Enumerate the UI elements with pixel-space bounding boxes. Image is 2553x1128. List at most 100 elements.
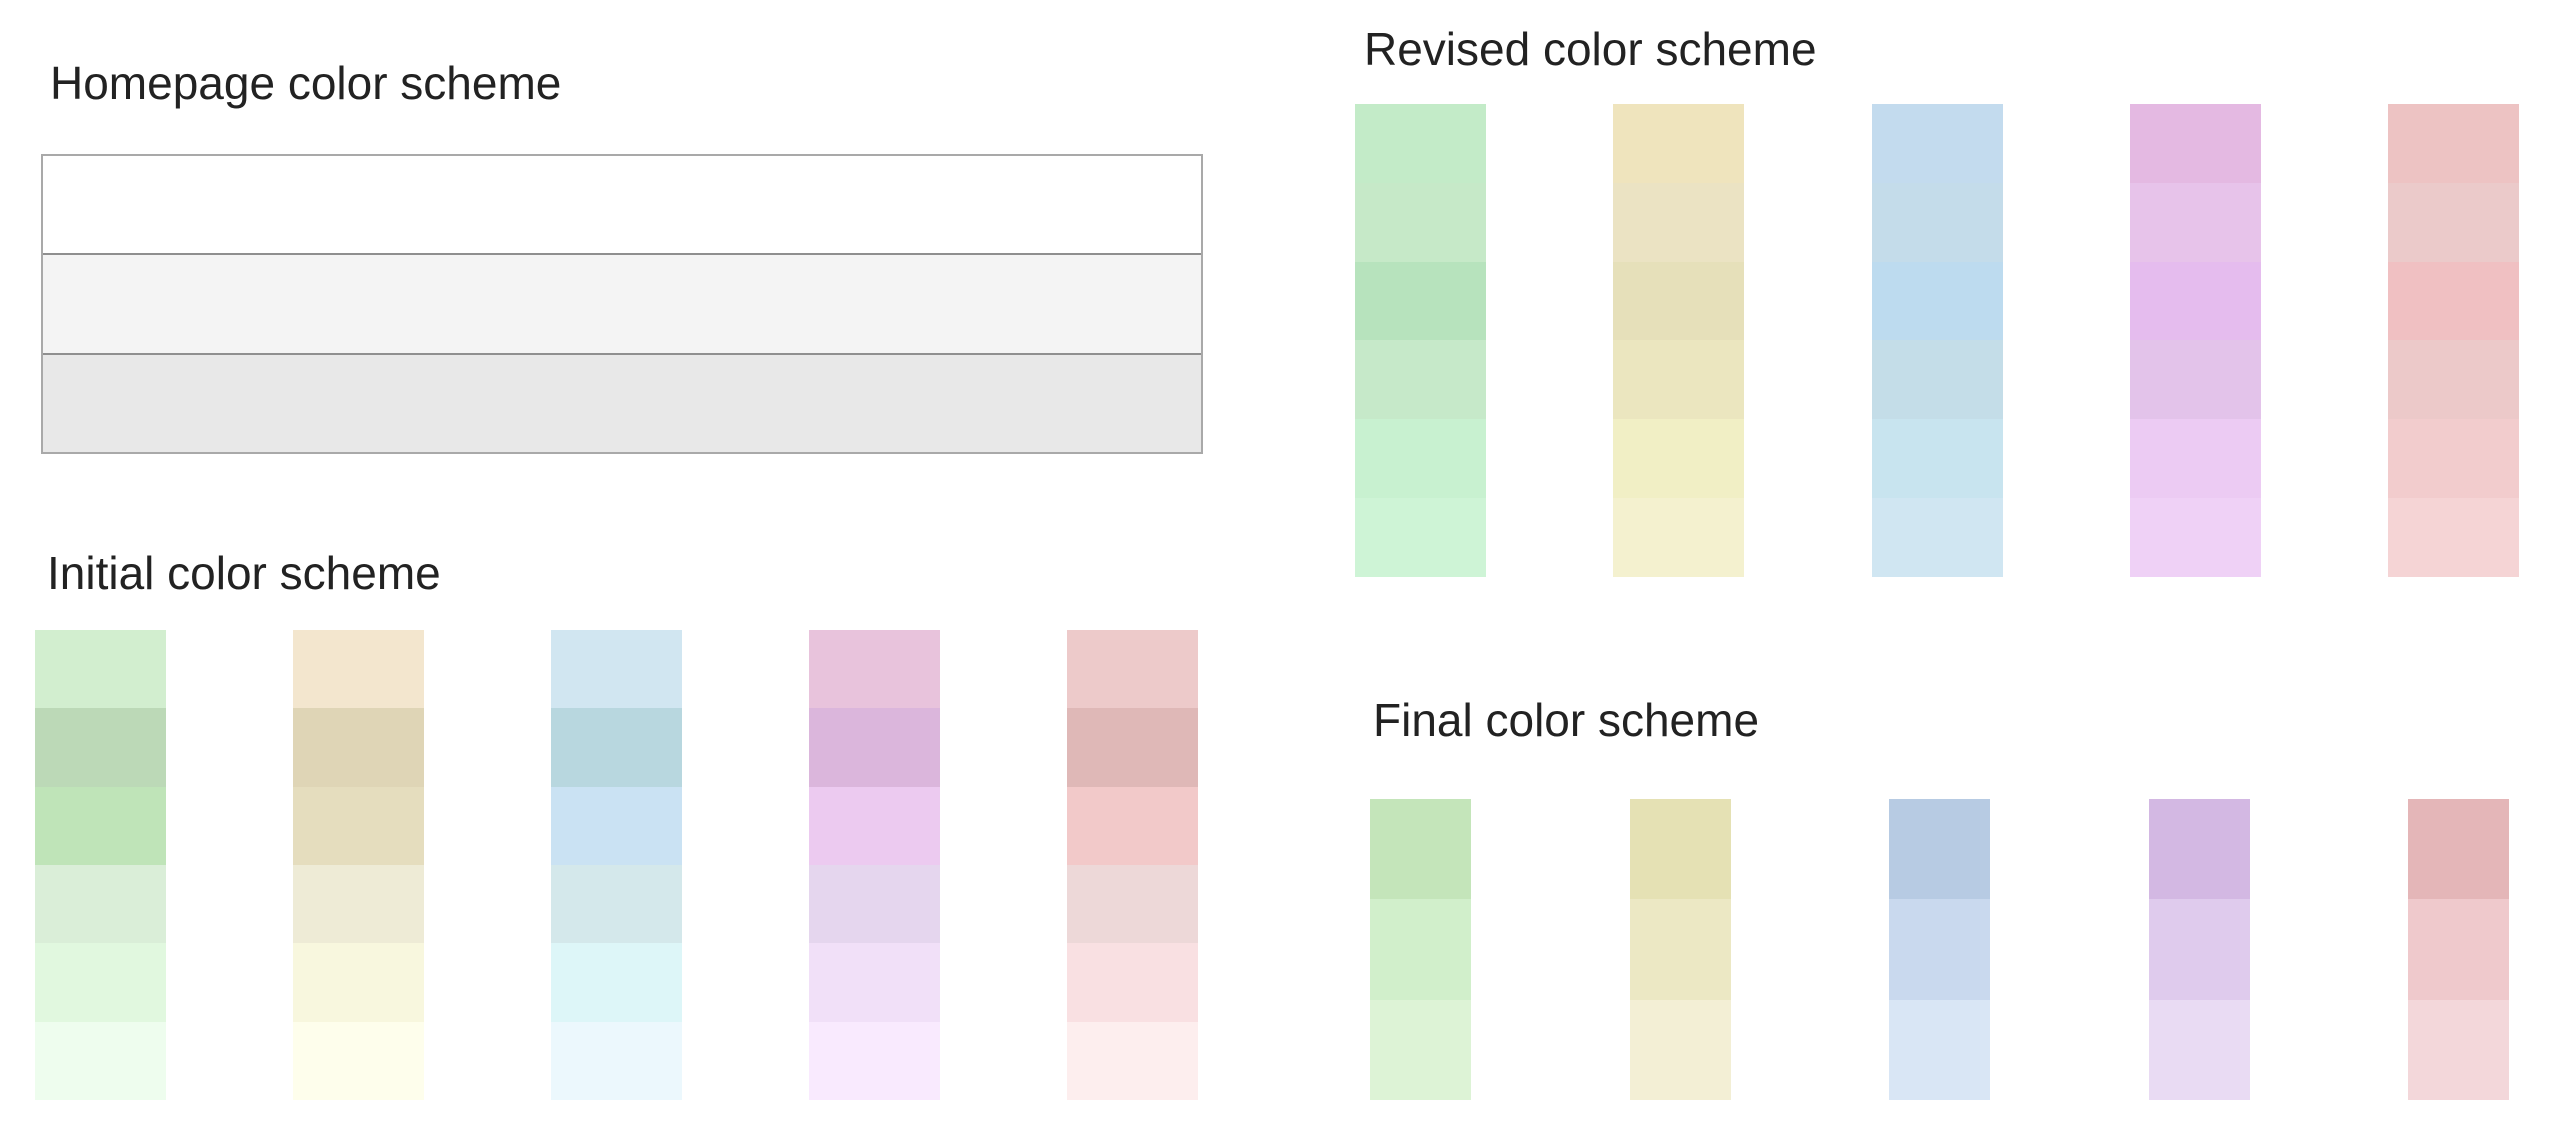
- color-swatch: [1613, 261, 1745, 341]
- color-swatch: [35, 786, 166, 865]
- color-swatch: [2388, 340, 2519, 420]
- color-swatch: [2388, 498, 2519, 577]
- final-color-palette: [1370, 799, 2509, 1100]
- color-swatch: [809, 786, 940, 865]
- swatch-column-green: [1370, 799, 1471, 1100]
- color-swatch: [1355, 419, 1486, 499]
- color-swatch: [2148, 999, 2250, 1100]
- color-swatch: [293, 708, 424, 787]
- color-swatch: [2388, 261, 2519, 341]
- color-swatch: [2129, 498, 2261, 577]
- homepage-color-row: [43, 156, 1201, 254]
- color-swatch: [1370, 799, 1471, 900]
- color-swatch: [2388, 104, 2519, 183]
- color-swatch: [2408, 899, 2509, 1000]
- color-swatch: [2148, 799, 2250, 900]
- color-swatch: [1067, 708, 1198, 787]
- homepage-color-row: [43, 253, 1201, 353]
- color-swatch: [1355, 261, 1486, 341]
- swatch-column-purple: [809, 630, 940, 1100]
- swatch-column-red: [2408, 799, 2509, 1100]
- swatch-column-red: [1067, 630, 1198, 1100]
- color-swatch: [809, 630, 940, 709]
- color-swatch: [1067, 630, 1198, 709]
- color-swatch: [809, 1021, 940, 1100]
- color-swatch: [809, 943, 940, 1022]
- color-swatch: [809, 708, 940, 787]
- homepage-color-row: [43, 352, 1201, 452]
- swatch-column-yellow: [1629, 799, 1731, 1100]
- color-swatch: [551, 943, 682, 1022]
- color-swatch: [1355, 104, 1486, 183]
- color-swatch: [1871, 104, 2003, 183]
- color-swatch: [1613, 182, 1745, 262]
- color-swatch: [1629, 799, 1731, 900]
- color-swatch: [35, 708, 166, 787]
- swatch-column-yellow: [1613, 104, 1745, 577]
- color-swatch: [35, 1021, 166, 1100]
- initial-color-palette: [35, 630, 1198, 1100]
- color-swatch: [1889, 799, 1990, 900]
- color-swatch: [1629, 899, 1731, 1000]
- color-swatch: [2129, 419, 2261, 499]
- color-swatch: [2148, 899, 2250, 1000]
- color-swatch: [293, 1021, 424, 1100]
- color-swatch: [2408, 799, 2509, 900]
- color-swatch: [551, 864, 682, 944]
- color-swatch: [1871, 340, 2003, 420]
- color-swatch: [809, 864, 940, 944]
- homepage-color-scheme-title: Homepage color scheme: [50, 57, 562, 109]
- revised-color-scheme-title: Revised color scheme: [1364, 23, 1817, 75]
- color-swatch: [2129, 182, 2261, 262]
- color-swatch: [293, 943, 424, 1022]
- color-swatch: [293, 630, 424, 709]
- initial-color-scheme-title: Initial color scheme: [47, 547, 441, 599]
- color-swatch: [1067, 1021, 1198, 1100]
- color-swatch: [1355, 498, 1486, 577]
- swatch-column-blue: [551, 630, 682, 1100]
- swatch-column-green: [1355, 104, 1486, 577]
- color-swatch: [1067, 943, 1198, 1022]
- color-swatch: [1355, 340, 1486, 420]
- swatch-column-purple: [2148, 799, 2250, 1100]
- swatch-column-red: [2388, 104, 2519, 577]
- color-swatch: [2129, 104, 2261, 183]
- color-swatch: [1370, 899, 1471, 1000]
- homepage-color-scheme-box: [41, 154, 1203, 454]
- final-color-scheme-title: Final color scheme: [1373, 694, 1760, 746]
- swatch-column-green: [35, 630, 166, 1100]
- swatch-column-yellow: [293, 630, 424, 1100]
- color-swatch: [2129, 261, 2261, 341]
- color-swatch: [1613, 104, 1745, 183]
- color-swatch: [35, 630, 166, 709]
- swatch-column-purple: [2129, 104, 2261, 577]
- color-swatch: [2408, 999, 2509, 1100]
- color-swatch: [551, 1021, 682, 1100]
- color-swatch: [1871, 182, 2003, 262]
- color-swatch: [1871, 498, 2003, 577]
- color-swatch: [1871, 261, 2003, 341]
- color-swatch: [1871, 419, 2003, 499]
- color-swatch: [1370, 999, 1471, 1100]
- swatch-column-blue: [1871, 104, 2003, 577]
- color-swatch: [1613, 498, 1745, 577]
- color-swatch: [1355, 182, 1486, 262]
- color-swatch: [551, 786, 682, 865]
- color-swatch: [2129, 340, 2261, 420]
- color-swatch: [1889, 899, 1990, 1000]
- color-swatch: [35, 864, 166, 944]
- color-swatch: [293, 786, 424, 865]
- color-swatch: [1889, 999, 1990, 1100]
- color-swatch: [2388, 419, 2519, 499]
- color-swatch: [551, 708, 682, 787]
- color-swatch: [293, 864, 424, 944]
- color-swatch: [551, 630, 682, 709]
- color-swatch: [35, 943, 166, 1022]
- color-swatch: [1067, 864, 1198, 944]
- color-swatch: [1613, 340, 1745, 420]
- color-swatch: [1629, 999, 1731, 1100]
- revised-color-palette: [1355, 104, 2519, 577]
- color-swatch: [2388, 182, 2519, 262]
- color-swatch: [1067, 786, 1198, 865]
- color-swatch: [1613, 419, 1745, 499]
